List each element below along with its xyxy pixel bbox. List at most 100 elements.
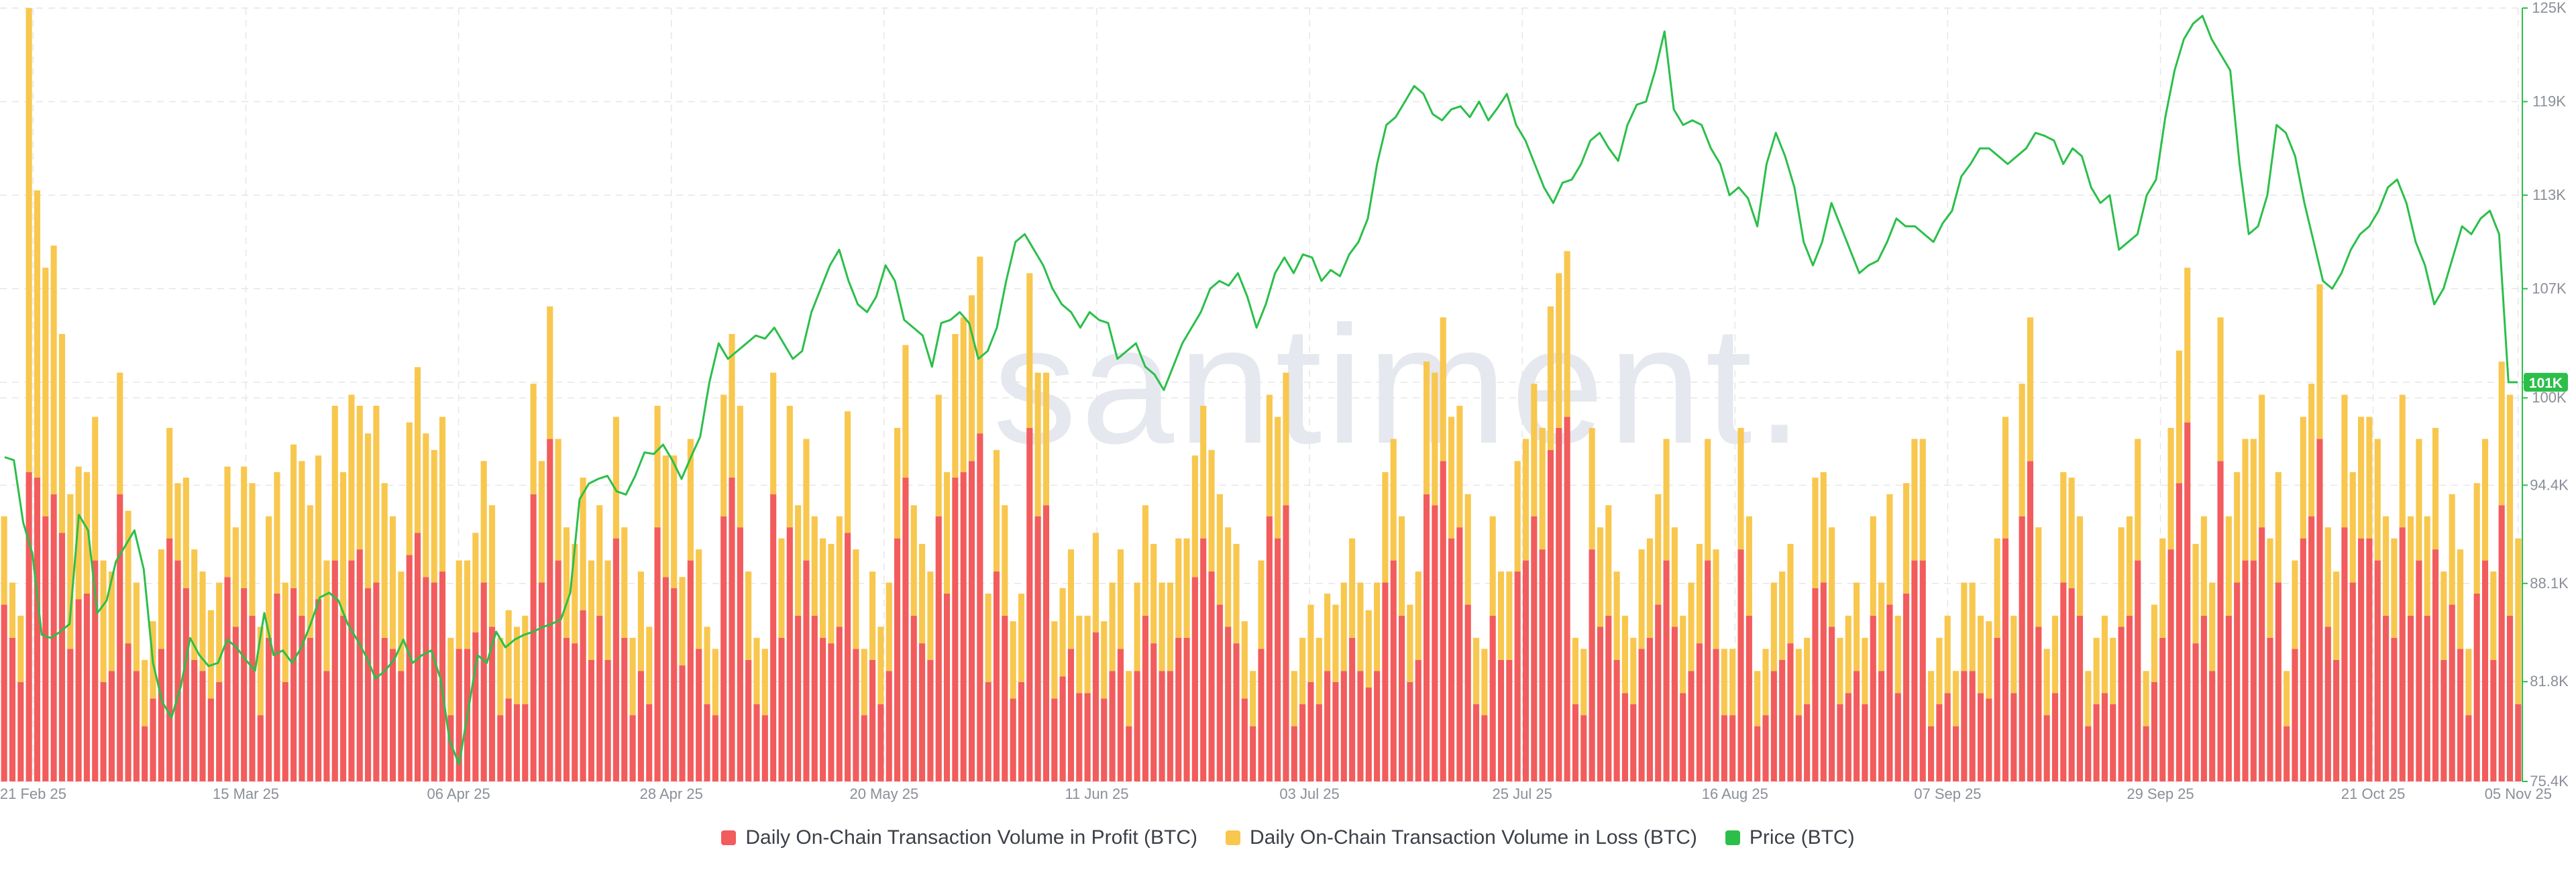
bar-profit [1621, 693, 1628, 781]
bar-profit [687, 560, 694, 781]
bar-profit [513, 704, 521, 781]
bar-loss [836, 516, 843, 627]
bar-loss [2234, 472, 2241, 583]
bar-profit [2316, 439, 2323, 781]
bar-loss [2366, 417, 2373, 539]
bar-loss [480, 461, 487, 583]
bar-loss [2449, 494, 2455, 605]
bar-profit [1, 604, 7, 781]
bar-profit [1688, 671, 1695, 781]
bar-loss [1324, 593, 1331, 671]
bar-loss [299, 461, 305, 616]
bar-profit [414, 533, 421, 781]
bar-profit [960, 472, 967, 781]
legend-item-price[interactable]: Price (BTC) [1725, 826, 1855, 849]
bar-loss [1275, 417, 1281, 539]
bar-loss [1415, 571, 1421, 660]
bar-profit [2465, 715, 2472, 781]
bar-profit [1349, 637, 1356, 781]
bar-loss [1067, 549, 1075, 649]
bar-profit [2143, 726, 2149, 781]
bar-loss [58, 333, 66, 533]
x-tick-label: 21 Oct 25 [2341, 785, 2405, 802]
bar-profit [315, 599, 322, 781]
bar-profit [34, 478, 41, 781]
bar-profit [1258, 649, 1265, 781]
bar-profit [50, 494, 57, 781]
bar-loss [166, 427, 173, 539]
bar-loss [1183, 538, 1190, 638]
bar-loss [174, 483, 181, 561]
bar-loss [1952, 671, 1960, 726]
bar-profit [786, 527, 793, 781]
bar-loss [662, 455, 669, 578]
bar-profit [2432, 549, 2439, 781]
bar-profit [497, 715, 504, 781]
bar-profit [861, 715, 867, 781]
x-tick-label: 11 Jun 25 [1065, 785, 1128, 802]
bar-loss [786, 405, 793, 528]
bar-profit [1283, 505, 1289, 781]
bar-profit [604, 659, 611, 781]
bar-profit [505, 698, 512, 781]
bar-profit [1994, 637, 2000, 781]
bar-profit [365, 588, 372, 781]
bar-loss [1159, 582, 1165, 671]
bar-loss [1522, 439, 1529, 561]
bar-profit [1787, 643, 1794, 781]
bar-profit [75, 599, 82, 781]
bar-profit [83, 593, 91, 781]
bar-profit [745, 659, 752, 781]
bar-profit [431, 582, 437, 781]
bar-profit [596, 615, 603, 781]
x-tick-label: 29 Sep 25 [2127, 785, 2194, 802]
bar-profit [2176, 483, 2182, 781]
bar-profit [2408, 615, 2414, 781]
bar-profit [1977, 693, 1984, 781]
bar-loss [1225, 527, 1232, 627]
bar-loss [464, 560, 471, 649]
bar-loss [1010, 621, 1016, 699]
bar-loss [547, 306, 553, 439]
bar-profit [9, 637, 16, 781]
bar-loss [1216, 494, 1223, 605]
bar-profit [1167, 671, 1173, 781]
bar-profit [1101, 698, 1108, 781]
bar-loss [1101, 621, 1108, 699]
bar-profit [2019, 516, 2025, 781]
legend-item-profit[interactable]: Daily On-Chain Transaction Volume in Pro… [721, 826, 1197, 849]
bar-profit [1779, 659, 1786, 781]
bar-loss [2184, 268, 2191, 423]
bar-loss [1382, 472, 1389, 583]
bar-profit [1919, 560, 1926, 781]
bar-loss [2135, 439, 2141, 561]
bar-loss [142, 659, 148, 726]
bar-profit [25, 472, 32, 781]
bar-profit [1150, 643, 1157, 781]
bar-loss [2250, 439, 2257, 561]
bar-loss [2341, 394, 2348, 528]
bar-profit [2440, 659, 2447, 781]
legend-swatch-price [1725, 830, 1740, 845]
bar-loss [348, 394, 355, 561]
bar-loss [17, 615, 24, 682]
bar-profit [629, 715, 636, 781]
bar-profit [406, 555, 413, 781]
bar-profit [1275, 538, 1281, 781]
bar-loss [845, 411, 851, 533]
bar-loss [853, 549, 859, 649]
bar-profit [1316, 704, 1322, 781]
bar-loss [1621, 615, 1628, 694]
bar-loss [1837, 637, 1843, 704]
bar-profit [811, 615, 818, 781]
bar-loss [2217, 317, 2224, 461]
bar-profit [150, 698, 156, 781]
bar-loss [555, 439, 561, 561]
bar-loss [1870, 516, 1876, 616]
bar-profit [1299, 704, 1306, 781]
legend-item-loss[interactable]: Daily On-Chain Transaction Volume in Los… [1225, 826, 1697, 849]
bar-profit [1051, 698, 1058, 781]
bar-loss [224, 466, 231, 578]
bar-loss [1051, 621, 1058, 699]
bar-loss [861, 649, 867, 716]
